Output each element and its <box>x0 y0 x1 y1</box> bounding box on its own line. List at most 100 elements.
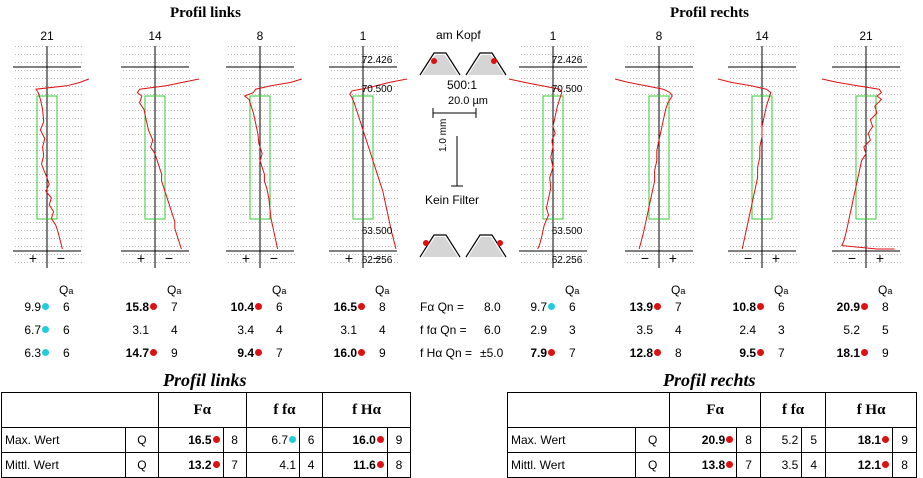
panel-q: 6 <box>778 300 785 314</box>
value-cell: 18.1 <box>826 428 893 453</box>
scale-ratio: 500:1 <box>447 78 477 92</box>
table-row: Max. Wert Q 16.5 8 6.7 6 16.0 9 <box>2 428 411 453</box>
panel-grid <box>123 46 190 263</box>
panel-value: 2.4 <box>726 323 756 337</box>
panel-q: 9 <box>379 346 386 360</box>
q-cell: 9 <box>387 428 410 453</box>
value-cell: 16.5 <box>158 428 223 453</box>
panel-value: 6.3 <box>11 346 41 360</box>
panel-value: 13.9 <box>623 300 653 314</box>
tooth-number: 8 <box>257 29 264 43</box>
status-dot <box>150 349 157 356</box>
row-label: Max. Wert <box>2 428 126 453</box>
status-dot <box>255 303 262 310</box>
qa-header: Qa <box>671 283 685 297</box>
profile-trace <box>509 79 562 249</box>
panel-value: 3.1 <box>327 323 357 337</box>
legend-F-label: Fα Qn = <box>420 300 464 314</box>
profile-trace <box>137 79 199 249</box>
tooth-number: 21 <box>40 29 54 43</box>
panel-q: 9 <box>171 346 178 360</box>
panel-value: 12.8 <box>623 346 653 360</box>
tooth-number: 14 <box>755 29 769 43</box>
panel-q: 4 <box>171 323 178 337</box>
right-result-table: Fα f fα f Hα Max. Wert Q 20.9 8 5.2 5 18… <box>507 392 917 478</box>
scale-x-label: 20.0 µm <box>448 95 488 107</box>
panel-q: 6 <box>569 300 576 314</box>
panel-q: 7 <box>778 346 785 360</box>
profile-trace <box>615 79 672 249</box>
status-dot <box>654 349 661 356</box>
tooth-number: 8 <box>656 29 663 43</box>
status-dot <box>757 303 764 310</box>
panel-value: 9.5 <box>726 346 756 360</box>
gear-tooth-top-right-hatch <box>468 55 504 75</box>
panel-value: 3.4 <box>224 323 254 337</box>
status-dot <box>358 349 365 356</box>
gear-tooth-top-left-hatch <box>422 55 458 75</box>
status-dot <box>358 303 365 310</box>
status-dot <box>861 303 868 310</box>
panel-value: 2.9 <box>517 323 547 337</box>
sign-left: + <box>345 250 353 266</box>
q-label: Q <box>125 428 158 453</box>
panel-value: 3.5 <box>623 323 653 337</box>
tooth-number: 1 <box>360 29 367 43</box>
panel-q: 6 <box>63 323 70 337</box>
diameter-label: 72.426 <box>362 55 393 66</box>
tooth-number: 14 <box>148 29 162 43</box>
panel-q: 8 <box>675 346 682 360</box>
value-cell: 5.2 <box>761 428 802 453</box>
legend-F-value: 8.0 <box>484 300 501 314</box>
profile-trace <box>245 79 302 249</box>
table-row: Max. Wert Q 20.9 8 5.2 5 18.1 9 <box>508 428 917 453</box>
panel-q: 3 <box>569 323 576 337</box>
diameter-label: 62.256 <box>362 255 393 266</box>
q-label: Q <box>636 428 670 453</box>
status-dot <box>548 303 555 310</box>
panel-value: 10.8 <box>726 300 756 314</box>
qa-header: Qa <box>59 283 73 297</box>
panel-value: 14.7 <box>119 346 149 360</box>
gear-tooth-top-right-marker <box>491 58 497 64</box>
panel-value: 9.7 <box>517 300 547 314</box>
diameter-label: 72.426 <box>552 55 583 66</box>
qa-header: Qa <box>565 283 579 297</box>
panel-value: 10.4 <box>224 300 254 314</box>
tooth-number: 21 <box>859 29 873 43</box>
panel-q: 5 <box>882 323 889 337</box>
panel-q: 6 <box>63 300 70 314</box>
status-dot <box>757 349 764 356</box>
diameter-label: 62.256 <box>552 255 583 266</box>
q-cell: 9 <box>893 428 917 453</box>
gear-tooth-bottom-left-hatch <box>422 237 458 257</box>
header-ff: f fα <box>246 393 323 428</box>
legend-ff-label: f fα Qn = <box>420 323 467 337</box>
header-F: Fα <box>158 393 246 428</box>
value-cell: 20.9 <box>670 428 737 453</box>
right-table-title: Profil rechts <box>663 370 756 391</box>
row-label: Max. Wert <box>508 428 636 453</box>
q-cell: 6 <box>300 428 323 453</box>
filter-label: Kein Filter <box>425 193 479 207</box>
qa-header: Qa <box>878 283 892 297</box>
status-dot <box>42 349 49 356</box>
legend-fH-label: f Hα Qn = <box>420 346 472 360</box>
status-dot <box>42 303 49 310</box>
qa-header: Qa <box>272 283 286 297</box>
diameter-label: 63.500 <box>362 226 393 237</box>
gear-tooth-bottom-right-marker <box>497 240 503 246</box>
diameter-label: 63.500 <box>552 226 583 237</box>
value-cell: 6.7 <box>246 428 299 453</box>
panel-value: 15.8 <box>119 300 149 314</box>
header-ff: f fα <box>761 393 826 428</box>
gear-tooth-bottom-left-marker <box>423 240 429 246</box>
legend-fH-value: ±5.0 <box>480 346 503 360</box>
q-cell: 8 <box>223 428 246 453</box>
panel-grid <box>15 46 82 263</box>
panel-value: 16.0 <box>327 346 357 360</box>
panel-q: 3 <box>778 323 785 337</box>
q-cell: 8 <box>737 428 761 453</box>
panel-value: 9.9 <box>11 300 41 314</box>
panel-q: 8 <box>882 300 889 314</box>
